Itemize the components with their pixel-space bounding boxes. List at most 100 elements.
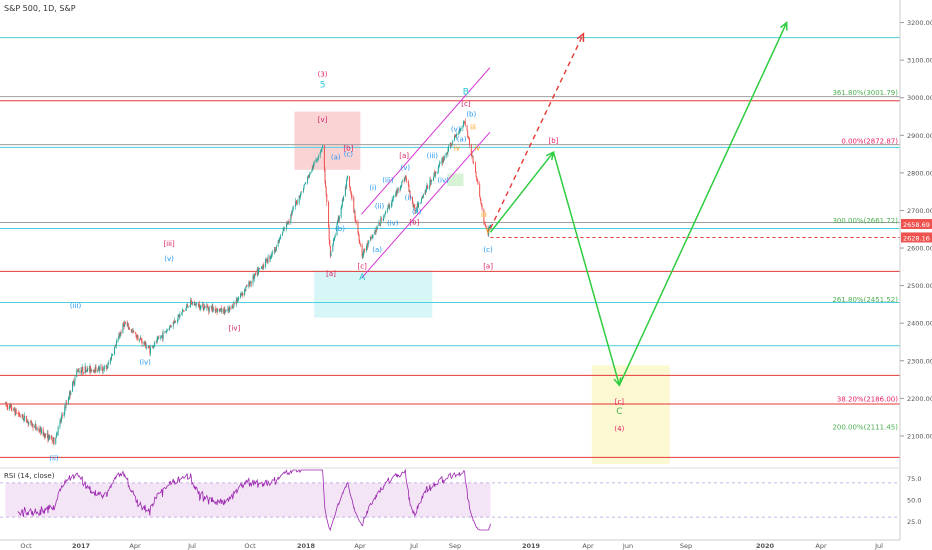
candle-body — [9, 404, 11, 409]
price-tick-label: 2700.00 — [907, 207, 932, 215]
candle-body — [449, 142, 451, 147]
candle-body — [296, 202, 298, 204]
price-tick-label: 2100.00 — [907, 432, 932, 440]
candle-body — [337, 217, 339, 221]
wave-label: (iv) — [139, 359, 151, 367]
candle-body — [103, 366, 105, 370]
candle-layer — [4, 118, 491, 446]
rsi-pane: 25.0 50.0 75.0 — [0, 468, 921, 532]
candle-body — [126, 323, 128, 326]
candle-body — [223, 309, 225, 314]
candle-body — [257, 269, 259, 275]
projection-arrowhead — [780, 20, 788, 31]
candle-body — [350, 190, 352, 193]
candle-body — [371, 237, 373, 239]
candle-body — [66, 402, 68, 404]
candle-body — [135, 332, 137, 334]
candle-body — [359, 243, 361, 246]
candle-body — [265, 259, 267, 267]
candle-body — [198, 304, 200, 307]
candle-body — [57, 426, 59, 433]
candle-body — [338, 216, 340, 220]
candle-body — [57, 432, 59, 434]
candle-body — [149, 347, 151, 354]
candle-body — [61, 415, 63, 417]
candle-body — [468, 137, 470, 139]
candle-body — [259, 268, 261, 269]
candle-body — [170, 326, 172, 327]
candle-body — [237, 299, 239, 302]
candle-body — [275, 250, 277, 252]
candle-body — [182, 310, 184, 311]
candle-body — [439, 163, 441, 164]
candle-body — [435, 171, 437, 173]
candle-body — [301, 191, 303, 193]
candle-body — [458, 129, 460, 134]
candle-body — [485, 225, 487, 227]
candle-body — [341, 199, 343, 206]
candle-body — [329, 245, 331, 257]
candle-body — [229, 307, 231, 309]
candle-body — [265, 259, 267, 260]
candle-body — [479, 184, 481, 197]
candle-body — [273, 251, 275, 253]
candle-body — [473, 162, 475, 164]
candle-body — [32, 423, 34, 429]
candle-body — [173, 320, 175, 324]
candle-body — [316, 159, 318, 161]
candle-body — [34, 424, 36, 427]
candle-body — [254, 273, 256, 276]
candle-body — [460, 127, 462, 129]
projection-arrowhead — [613, 377, 622, 387]
candle-body — [279, 238, 281, 240]
projection-segment — [489, 151, 555, 233]
candle-body — [124, 322, 126, 327]
candle-body — [343, 195, 345, 201]
candle-body — [36, 428, 38, 429]
candle-body — [228, 309, 230, 311]
candle-body — [344, 186, 346, 196]
candle-body — [93, 369, 95, 371]
candle-body — [219, 309, 221, 311]
candle-body — [290, 214, 292, 216]
candle-body — [346, 180, 348, 188]
candle-body — [404, 175, 406, 179]
fib-level-label: 261.80%(2451.52) — [832, 296, 898, 304]
candle-body — [78, 370, 80, 373]
rsi-tick-label: 25.0 — [907, 518, 921, 526]
candle-body — [174, 320, 176, 323]
candle-body — [308, 175, 310, 177]
fib-level-label: 38.20%(2186.00) — [837, 396, 898, 404]
candle-body — [106, 367, 108, 369]
candle-body — [401, 180, 403, 183]
candle-body — [52, 437, 54, 442]
candle-body — [406, 178, 408, 181]
candle-body — [187, 305, 189, 308]
candle-body — [13, 407, 15, 411]
candle-body — [392, 197, 394, 199]
candle-body — [169, 325, 171, 329]
candle-body — [108, 363, 110, 364]
candle-body — [187, 306, 189, 308]
candle-body — [48, 434, 50, 440]
candle-body — [484, 223, 486, 226]
rsi-band — [5, 482, 491, 518]
wave-label: iii — [470, 124, 476, 132]
candle-body — [354, 211, 356, 220]
zone-box — [447, 173, 464, 187]
candle-body — [101, 366, 103, 371]
candle-body — [52, 440, 54, 442]
candle-body — [321, 147, 323, 150]
candle-body — [88, 367, 90, 371]
candle-body — [109, 358, 111, 364]
candle-body — [399, 188, 401, 190]
candle-body — [271, 251, 273, 256]
candle-body — [132, 330, 134, 332]
candle-body — [467, 137, 469, 138]
candle-body — [437, 167, 439, 172]
wave-label: [b] — [548, 137, 558, 145]
candle-body — [393, 196, 395, 198]
wave-label: iii — [481, 211, 487, 219]
wave-label: (a) — [372, 246, 382, 254]
